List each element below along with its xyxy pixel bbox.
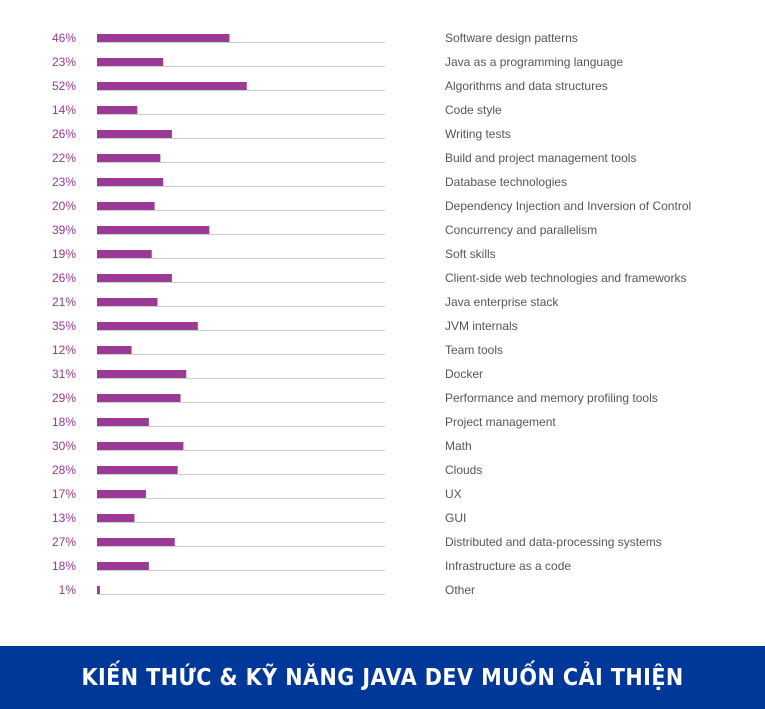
category-label: Client-side web technologies and framewo… bbox=[445, 271, 686, 285]
value-label: 1% bbox=[59, 583, 77, 597]
category-label: Software design patterns bbox=[445, 31, 578, 45]
bar bbox=[97, 154, 161, 162]
category-label: Concurrency and parallelism bbox=[445, 223, 597, 237]
value-label: 20% bbox=[52, 199, 76, 213]
category-label: Database technologies bbox=[445, 175, 567, 189]
category-label: GUI bbox=[445, 511, 466, 525]
value-label: 12% bbox=[52, 343, 76, 357]
bar bbox=[97, 538, 175, 546]
value-label: 26% bbox=[52, 271, 76, 285]
bar bbox=[97, 562, 149, 570]
value-label: 17% bbox=[52, 487, 76, 501]
category-label: Clouds bbox=[445, 463, 482, 477]
value-label: 22% bbox=[52, 151, 76, 165]
bar bbox=[97, 34, 230, 42]
bar bbox=[97, 82, 247, 90]
bar bbox=[97, 514, 135, 522]
bar bbox=[97, 298, 158, 306]
category-label: JVM internals bbox=[445, 319, 518, 333]
category-label: Java as a programming language bbox=[445, 55, 623, 69]
value-label: 46% bbox=[52, 31, 76, 45]
category-label: Other bbox=[445, 583, 475, 597]
value-label: 30% bbox=[52, 439, 76, 453]
bar bbox=[97, 346, 132, 354]
bar bbox=[97, 466, 178, 474]
category-label: Algorithms and data structures bbox=[445, 79, 608, 93]
bar bbox=[97, 586, 100, 594]
value-label: 28% bbox=[52, 463, 76, 477]
value-label: 26% bbox=[52, 127, 76, 141]
category-label: Docker bbox=[445, 367, 483, 381]
bar bbox=[97, 250, 152, 258]
banner-title: KIẾN THỨC & KỸ NĂNG JAVA DEV MUỐN CẢI TH… bbox=[81, 664, 684, 691]
bar bbox=[97, 106, 138, 114]
title-banner: KIẾN THỨC & KỸ NĂNG JAVA DEV MUỐN CẢI TH… bbox=[0, 646, 765, 709]
category-label: Infrastructure as a code bbox=[445, 559, 571, 573]
bar bbox=[97, 226, 210, 234]
value-label: 13% bbox=[52, 511, 76, 525]
bar bbox=[97, 274, 172, 282]
category-label: Writing tests bbox=[445, 127, 511, 141]
bar bbox=[97, 322, 198, 330]
value-label: 39% bbox=[52, 223, 76, 237]
bar bbox=[97, 130, 172, 138]
value-label: 19% bbox=[52, 247, 76, 261]
category-label: Performance and memory profiling tools bbox=[445, 391, 658, 405]
bar bbox=[97, 178, 164, 186]
value-label: 52% bbox=[52, 79, 76, 93]
category-label: Math bbox=[445, 439, 472, 453]
category-label: Distributed and data-processing systems bbox=[445, 535, 662, 549]
value-label: 23% bbox=[52, 55, 76, 69]
bar-chart: 46% Software design patterns 23% Java as a … bbox=[52, 31, 691, 597]
category-label: UX bbox=[445, 487, 462, 501]
value-label: 21% bbox=[52, 295, 76, 309]
value-label: 27% bbox=[52, 535, 76, 549]
bar bbox=[97, 58, 164, 66]
value-label: 14% bbox=[52, 103, 76, 117]
category-label: Soft skills bbox=[445, 247, 496, 261]
value-label: 31% bbox=[52, 367, 76, 381]
value-label: 23% bbox=[52, 175, 76, 189]
category-label: Java enterprise stack bbox=[445, 295, 559, 309]
value-label: 18% bbox=[52, 415, 76, 429]
category-label: Code style bbox=[445, 103, 502, 117]
bar bbox=[97, 442, 184, 450]
bar bbox=[97, 490, 146, 498]
category-label: Build and project management tools bbox=[445, 151, 636, 165]
value-label: 18% bbox=[52, 559, 76, 573]
category-label: Project management bbox=[445, 415, 556, 429]
value-label: 29% bbox=[52, 391, 76, 405]
category-label: Dependency Injection and Inversion of Co… bbox=[445, 199, 691, 213]
bar bbox=[97, 370, 187, 378]
category-label: Team tools bbox=[445, 343, 503, 357]
value-label: 35% bbox=[52, 319, 76, 333]
bar bbox=[97, 394, 181, 402]
bar bbox=[97, 202, 155, 210]
bar bbox=[97, 418, 149, 426]
